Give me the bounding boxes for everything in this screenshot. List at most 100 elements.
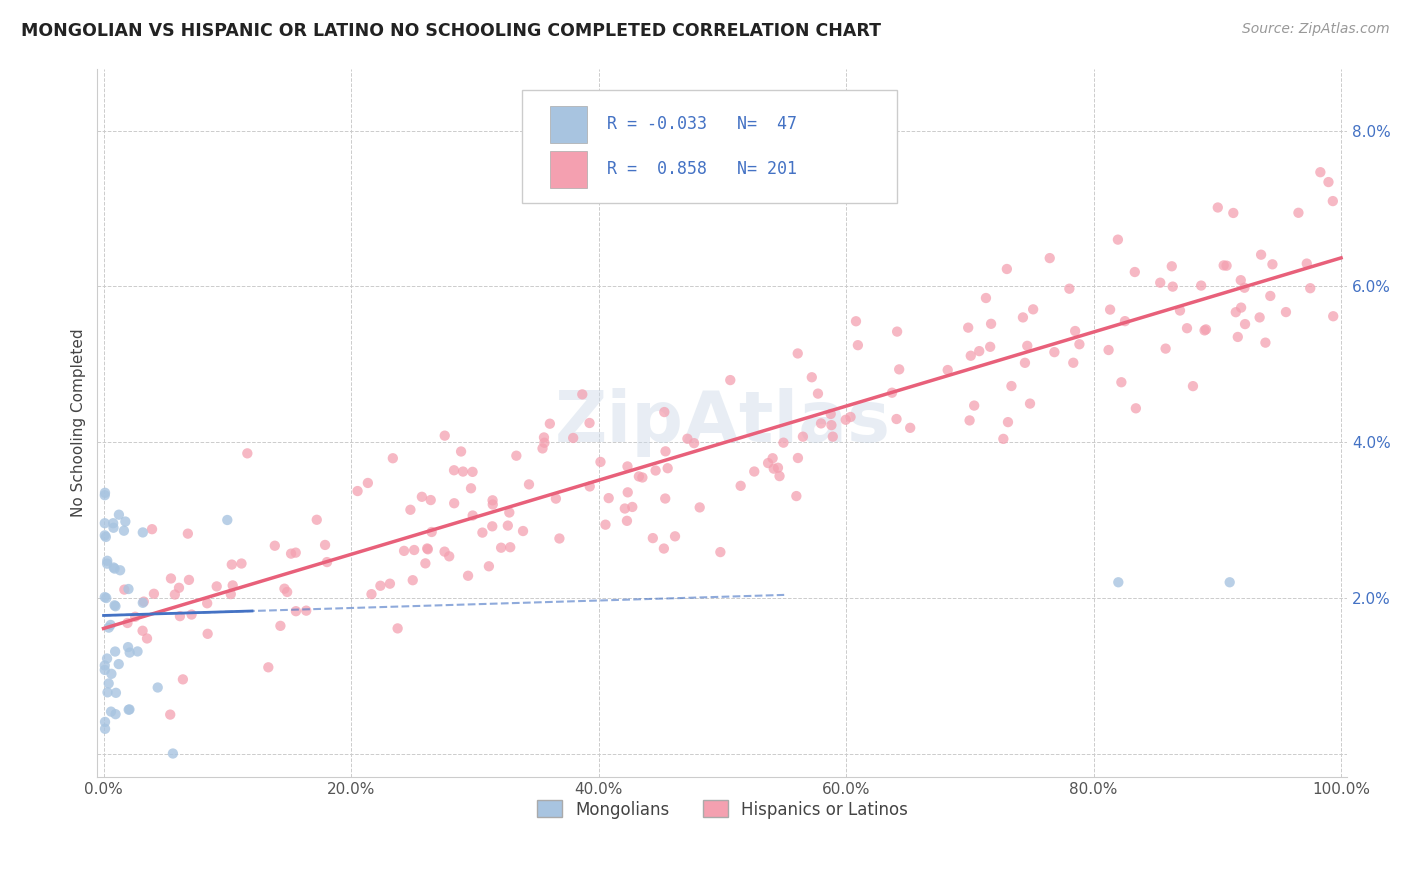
Point xyxy=(217,513,239,527)
Point xyxy=(257,660,280,674)
Point xyxy=(531,442,554,456)
Point xyxy=(141,522,163,536)
Point xyxy=(1234,317,1257,331)
Point xyxy=(360,587,382,601)
Point xyxy=(846,338,869,352)
Point xyxy=(471,525,494,540)
Point xyxy=(821,430,844,444)
Point xyxy=(101,516,124,531)
Point xyxy=(460,481,482,495)
Point xyxy=(124,609,146,624)
Point xyxy=(1175,321,1198,335)
Point xyxy=(810,417,832,431)
Y-axis label: No Schooling Completed: No Schooling Completed xyxy=(72,328,86,517)
Point xyxy=(378,576,401,591)
Point xyxy=(276,585,298,599)
Point xyxy=(664,529,686,543)
Point xyxy=(273,582,295,596)
Point xyxy=(1322,194,1344,208)
Point xyxy=(880,385,903,400)
Point xyxy=(820,418,842,433)
Point xyxy=(231,557,253,571)
Point xyxy=(103,521,125,535)
Point xyxy=(314,538,336,552)
Point xyxy=(221,578,243,592)
Point xyxy=(533,430,555,444)
Point xyxy=(1249,310,1271,325)
Point xyxy=(1230,301,1253,315)
Point xyxy=(1125,401,1147,416)
Point xyxy=(616,514,638,528)
Point xyxy=(1107,575,1129,590)
Point xyxy=(621,500,644,514)
Point xyxy=(94,530,117,544)
Point xyxy=(118,703,141,717)
Point xyxy=(94,590,117,604)
Point xyxy=(392,544,415,558)
Point xyxy=(100,705,122,719)
Text: R =  0.858   N= 201: R = 0.858 N= 201 xyxy=(607,160,797,178)
Point xyxy=(963,399,986,413)
Point xyxy=(1194,323,1216,337)
Point xyxy=(104,686,127,700)
Point xyxy=(1229,273,1251,287)
Point xyxy=(512,524,534,538)
Point xyxy=(499,541,522,555)
Point xyxy=(562,431,585,445)
Point xyxy=(709,545,731,559)
Point xyxy=(197,627,219,641)
Point xyxy=(1222,206,1244,220)
Point xyxy=(1215,259,1237,273)
Point xyxy=(381,451,404,466)
Point xyxy=(1099,302,1122,317)
Point xyxy=(652,541,675,556)
Point xyxy=(169,609,191,624)
Point xyxy=(205,579,228,593)
Point xyxy=(433,544,456,558)
Point xyxy=(1160,260,1182,274)
Point xyxy=(772,435,794,450)
FancyBboxPatch shape xyxy=(550,106,588,143)
Point xyxy=(627,469,650,483)
Point xyxy=(616,485,638,500)
Point xyxy=(1000,379,1022,393)
Point xyxy=(163,588,186,602)
Point xyxy=(159,707,181,722)
Point xyxy=(167,581,190,595)
Point xyxy=(136,632,159,646)
Point xyxy=(1275,305,1298,319)
Point xyxy=(718,373,741,387)
Point xyxy=(478,559,501,574)
Point xyxy=(114,515,136,529)
Point xyxy=(974,291,997,305)
Point xyxy=(517,477,540,491)
Point xyxy=(117,640,139,654)
Point xyxy=(96,591,118,605)
Point xyxy=(104,561,127,575)
Point xyxy=(1039,251,1062,265)
Point xyxy=(104,707,127,722)
Point xyxy=(411,490,433,504)
Point xyxy=(489,541,512,555)
Point xyxy=(387,621,409,635)
Point xyxy=(461,508,484,523)
Point xyxy=(177,526,200,541)
Point xyxy=(108,563,131,577)
Point xyxy=(613,501,636,516)
Point xyxy=(578,416,600,430)
Point xyxy=(132,525,155,540)
Point xyxy=(786,346,808,360)
Point xyxy=(443,463,465,477)
Point xyxy=(117,582,139,596)
Point xyxy=(768,469,790,483)
Point xyxy=(548,532,571,546)
Point xyxy=(94,488,117,502)
FancyBboxPatch shape xyxy=(550,151,588,187)
Point xyxy=(1064,324,1087,338)
Point xyxy=(399,502,422,516)
Point xyxy=(1309,165,1331,179)
Point xyxy=(898,421,921,435)
Point xyxy=(221,558,243,572)
Point xyxy=(1195,322,1218,336)
Point xyxy=(1062,356,1084,370)
